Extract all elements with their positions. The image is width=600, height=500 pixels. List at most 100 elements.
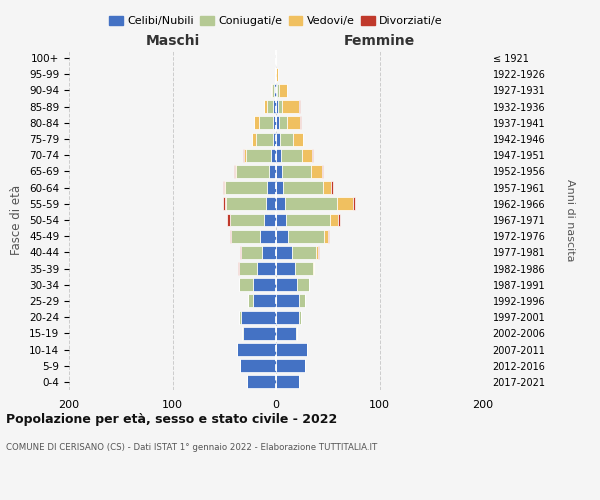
Bar (276, 262, 295, 275)
Bar (276, 165, 282, 178)
Bar (299, 100, 300, 113)
Bar (276, 246, 292, 259)
Bar (238, 262, 239, 275)
Bar (230, 230, 232, 242)
Bar (260, 230, 276, 242)
Bar (296, 278, 309, 291)
Bar (276, 359, 305, 372)
Bar (353, 198, 355, 210)
Bar (252, 132, 256, 145)
Bar (256, 132, 273, 145)
Bar (312, 149, 313, 162)
Bar (224, 181, 225, 194)
Text: Femmine: Femmine (344, 34, 415, 48)
Bar (293, 132, 303, 145)
Bar (240, 359, 276, 372)
Bar (300, 116, 301, 130)
Bar (272, 84, 274, 97)
Bar (248, 294, 253, 308)
Bar (278, 100, 282, 113)
Bar (338, 214, 340, 226)
Bar (323, 181, 331, 194)
Bar (269, 165, 276, 178)
Bar (232, 230, 260, 242)
Bar (253, 278, 276, 291)
Bar (311, 165, 322, 178)
Bar (287, 116, 300, 130)
Bar (276, 230, 289, 242)
Bar (276, 294, 299, 308)
Bar (296, 327, 297, 340)
Bar (292, 246, 316, 259)
Text: Popolazione per età, sesso e stato civile - 2022: Popolazione per età, sesso e stato civil… (6, 412, 337, 426)
Bar (223, 198, 225, 210)
Bar (241, 310, 276, 324)
Bar (246, 149, 271, 162)
Bar (239, 262, 257, 275)
Bar (289, 230, 323, 242)
Bar (276, 68, 278, 81)
Bar (266, 198, 276, 210)
Bar (233, 165, 235, 178)
Bar (227, 214, 230, 226)
Bar (262, 246, 276, 259)
Bar (295, 262, 313, 275)
Bar (241, 246, 262, 259)
Bar (322, 165, 323, 178)
Bar (235, 165, 236, 178)
Bar (236, 343, 276, 356)
Bar (254, 116, 259, 130)
Bar (279, 116, 287, 130)
Bar (328, 230, 329, 242)
Bar (243, 149, 244, 162)
Bar (281, 149, 302, 162)
Bar (244, 149, 246, 162)
Bar (276, 343, 307, 356)
Bar (236, 165, 269, 178)
Bar (330, 214, 338, 226)
Bar (225, 198, 226, 210)
Bar (230, 214, 263, 226)
Bar (240, 246, 241, 259)
Bar (286, 214, 330, 226)
Bar (313, 262, 314, 275)
Bar (274, 84, 276, 97)
Bar (276, 310, 299, 324)
Bar (276, 214, 286, 226)
Bar (273, 100, 276, 113)
Bar (263, 214, 276, 226)
Bar (259, 116, 273, 130)
Bar (283, 181, 323, 194)
Bar (239, 310, 241, 324)
Bar (282, 100, 299, 113)
Bar (276, 149, 281, 162)
Text: Maschi: Maschi (145, 34, 200, 48)
Bar (226, 198, 266, 210)
Bar (316, 246, 319, 259)
Bar (242, 327, 243, 340)
Bar (276, 376, 299, 388)
Text: COMUNE DI CERISANO (CS) - Dati ISTAT 1° gennaio 2022 - Elaborazione TUTTITALIA.I: COMUNE DI CERISANO (CS) - Dati ISTAT 1° … (6, 442, 377, 452)
Bar (279, 84, 287, 97)
Bar (275, 68, 276, 81)
Bar (323, 230, 328, 242)
Bar (239, 278, 253, 291)
Bar (277, 84, 279, 97)
Bar (247, 376, 276, 388)
Bar (299, 310, 301, 324)
Bar (282, 165, 311, 178)
Bar (276, 100, 278, 113)
Bar (276, 327, 296, 340)
Bar (286, 198, 337, 210)
Bar (276, 84, 277, 97)
Y-axis label: Anni di nascita: Anni di nascita (565, 179, 575, 261)
Legend: Celibi/Nubili, Coniugati/e, Vedovi/e, Divorziati/e: Celibi/Nubili, Coniugati/e, Vedovi/e, Di… (105, 12, 447, 31)
Bar (253, 294, 276, 308)
Bar (223, 181, 224, 194)
Bar (276, 198, 286, 210)
Bar (280, 132, 293, 145)
Bar (302, 149, 312, 162)
Bar (276, 132, 280, 145)
Bar (257, 262, 276, 275)
Bar (276, 278, 296, 291)
